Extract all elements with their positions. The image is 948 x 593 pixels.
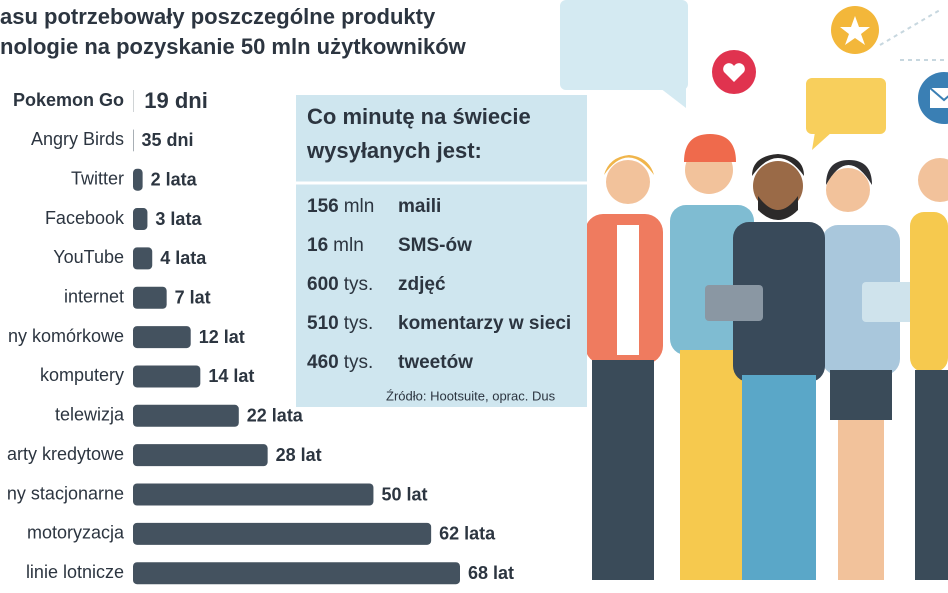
stat-label: zdjęć [398, 274, 446, 295]
value-label: 62 lata [439, 524, 496, 544]
bar [133, 522, 432, 545]
chart-title: nologie na pozyskanie 50 mln użytkownikó… [0, 34, 467, 59]
panel-background [296, 95, 587, 407]
bar [133, 208, 148, 231]
stat-number: 16 [307, 235, 328, 256]
category-label: telewizja [55, 405, 125, 425]
stat-number: 156 [307, 196, 339, 217]
category-label: Pokemon Go [13, 90, 124, 110]
stat-value: 460 tys. [307, 352, 373, 373]
bar [133, 562, 460, 585]
panel-title: wysyłanych jest: [306, 138, 482, 163]
value-label: 28 lat [276, 445, 322, 465]
category-label: YouTube [53, 247, 124, 267]
stat-label: SMS-ów [398, 235, 472, 256]
value-label: 2 lata [151, 169, 198, 189]
category-label: internet [64, 287, 124, 307]
value-label: 7 lat [175, 288, 211, 308]
stat-number: 510 [307, 313, 339, 334]
stat-unit: tys. [344, 352, 374, 373]
category-label: arty kredytowe [7, 444, 124, 464]
stat-unit: tys. [344, 313, 374, 334]
illustration [560, 0, 948, 580]
stat-value: 510 tys. [307, 313, 373, 334]
bar [133, 404, 239, 427]
value-label: 22 lata [247, 406, 304, 426]
category-label: Facebook [45, 208, 125, 228]
stat-value: 600 tys. [307, 274, 373, 295]
value-label: 12 lat [199, 327, 245, 347]
category-label: ny komórkowe [8, 326, 124, 346]
chart-title: asu potrzebowały poszczególne produkty [0, 4, 436, 29]
stat-label: komentarzy w sieci [398, 313, 571, 334]
value-label: 19 dni [144, 88, 208, 113]
bar [133, 168, 143, 191]
value-label: 68 lat [468, 563, 514, 583]
category-label: motoryzacja [27, 523, 125, 543]
stat-label: tweetów [398, 352, 473, 373]
bar [133, 286, 167, 309]
value-label: 3 lata [155, 209, 202, 229]
stat-unit: tys. [344, 274, 374, 295]
bar [133, 444, 268, 467]
stat-unit: mln [344, 196, 375, 217]
stat-label: maili [398, 196, 441, 217]
value-label: 14 lat [208, 366, 254, 386]
bar [133, 326, 191, 349]
category-label: linie lotnicze [26, 562, 124, 582]
stat-value: 156 mln [307, 196, 374, 217]
value-label: 50 lat [381, 484, 427, 504]
stat-number: 460 [307, 352, 339, 373]
stat-number: 600 [307, 274, 339, 295]
person [585, 155, 663, 580]
person [910, 158, 948, 580]
bar-chart: Pokemon Go 19 dni Angry Birds 35 dni Twitter… [7, 88, 514, 585]
source: Źródło: Hootsuite, oprac. Dus [386, 388, 556, 403]
category-label: Twitter [71, 168, 124, 188]
category-label: Angry Birds [31, 129, 124, 149]
bar [133, 365, 201, 388]
person [822, 160, 928, 580]
panel-title: Co minutę na świecie [307, 104, 531, 129]
value-label: 35 dni [141, 130, 193, 150]
stat-unit: mln [333, 235, 364, 256]
bar [133, 483, 374, 506]
stat-value: 16 mln [307, 235, 364, 256]
category-label: ny stacjonarne [7, 483, 124, 503]
category-label: komputery [40, 365, 124, 385]
person [705, 154, 825, 580]
bar [133, 247, 153, 270]
value-label: 4 lata [160, 248, 207, 268]
